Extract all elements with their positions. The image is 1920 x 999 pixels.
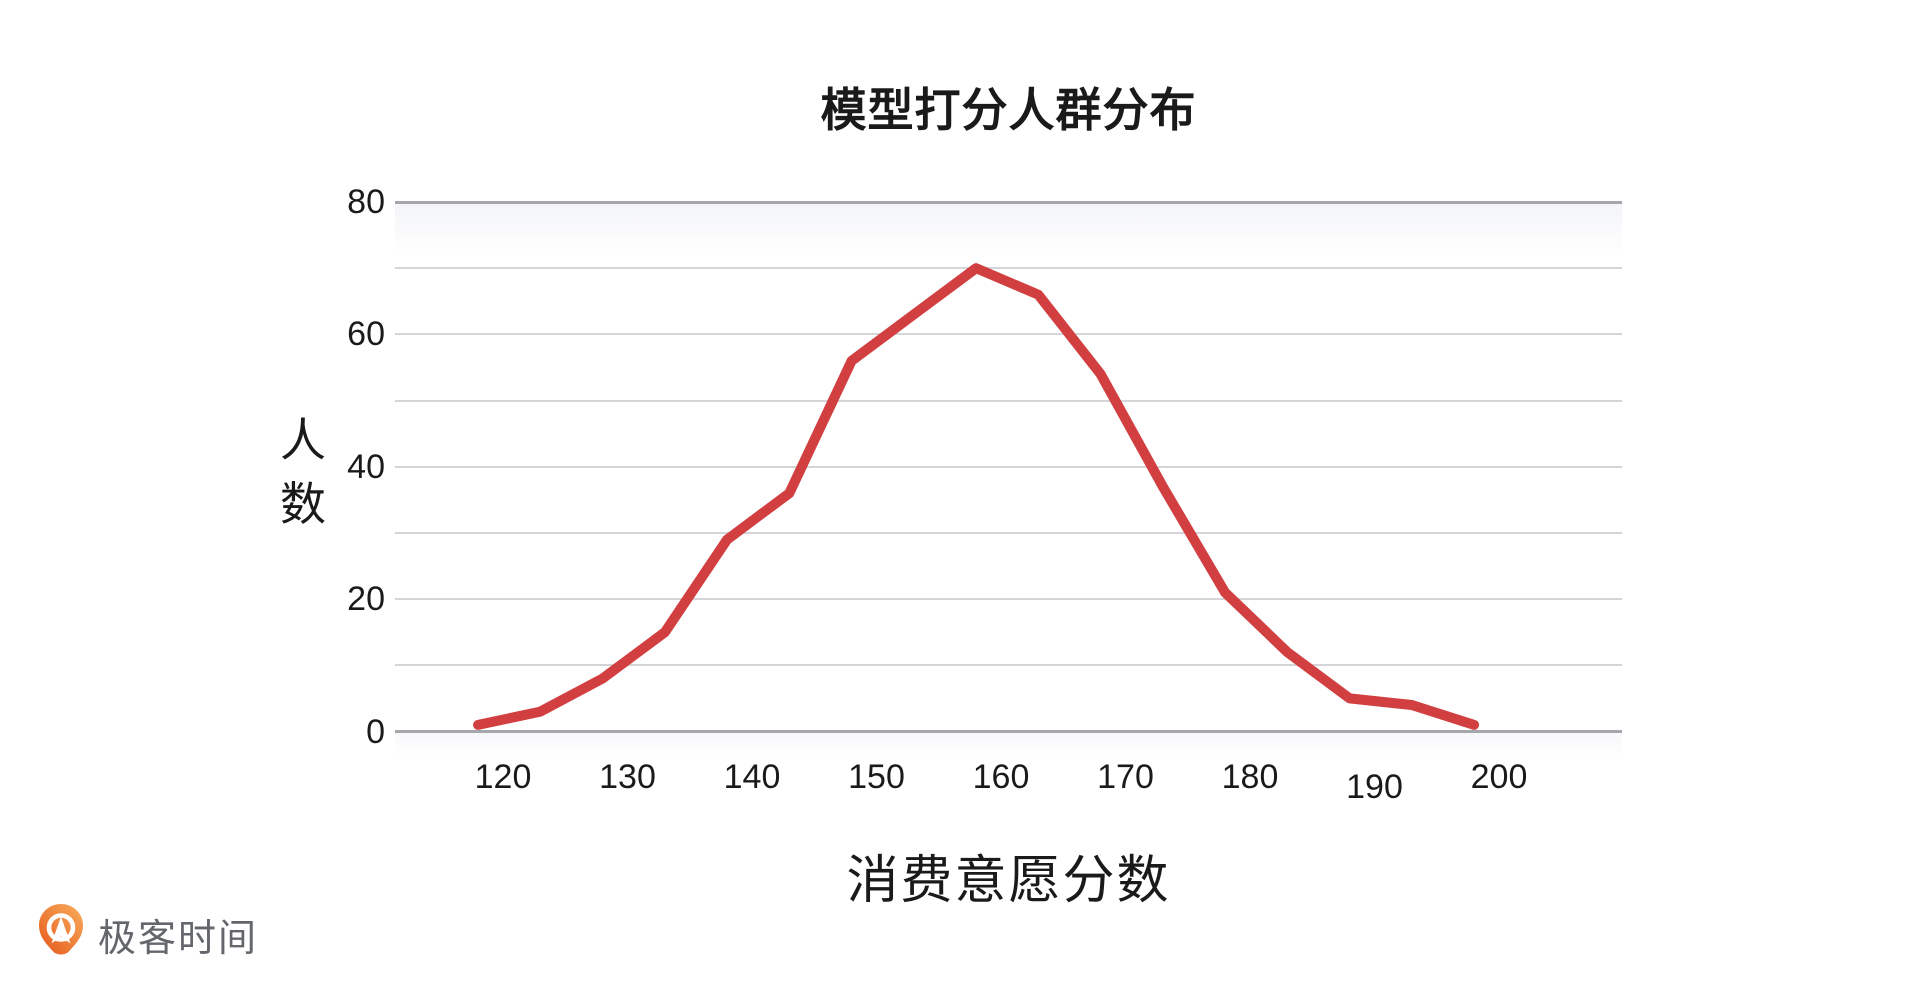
gridline-y20	[395, 598, 1622, 601]
x-tick-label-190: 190	[1346, 768, 1403, 806]
x-tick-label-180: 180	[1221, 758, 1279, 796]
chart-title: 模型打分人群分布	[820, 84, 1197, 136]
x-tick-label-160: 160	[972, 758, 1030, 796]
shade-band-bottom	[395, 733, 1622, 757]
gridline-y50	[395, 399, 1622, 402]
y-tick-label-60: 60	[347, 315, 385, 354]
geektime-logo: 极客时间	[38, 903, 258, 965]
x-tick-label-140: 140	[723, 758, 781, 796]
y-tick-label-0: 0	[366, 712, 385, 751]
distribution-curve	[473, 263, 1480, 730]
shade-band-top	[395, 203, 1622, 256]
pin-ring	[46, 913, 76, 942]
x-tick-label-150: 150	[848, 758, 905, 796]
y-tick-label-20: 20	[347, 580, 385, 619]
pin-notch	[52, 951, 70, 964]
y-tick-label-40: 40	[347, 447, 385, 486]
x-axis-label: 消费意愿分数	[846, 852, 1171, 910]
gridline-y40	[395, 465, 1622, 468]
y-tick-label-80: 80	[347, 183, 385, 221]
gridline-y10	[395, 664, 1622, 667]
gridline-y70	[395, 267, 1622, 270]
geektime-pin-icon	[39, 904, 83, 964]
gridline-y80	[395, 200, 1622, 204]
x-tick-label-200: 200	[1470, 758, 1528, 796]
pin-arrow	[51, 916, 71, 944]
x-tick-label-130: 130	[599, 758, 656, 796]
geektime-logo-text: 极客时间	[98, 917, 259, 960]
gridline-y30	[395, 531, 1622, 534]
gridline-y60	[395, 333, 1622, 336]
x-tick-label-120: 120	[474, 758, 532, 796]
gridline-y0	[395, 730, 1622, 733]
x-tick-label-170: 170	[1097, 758, 1154, 796]
y-axis-label: 人数	[280, 414, 326, 530]
